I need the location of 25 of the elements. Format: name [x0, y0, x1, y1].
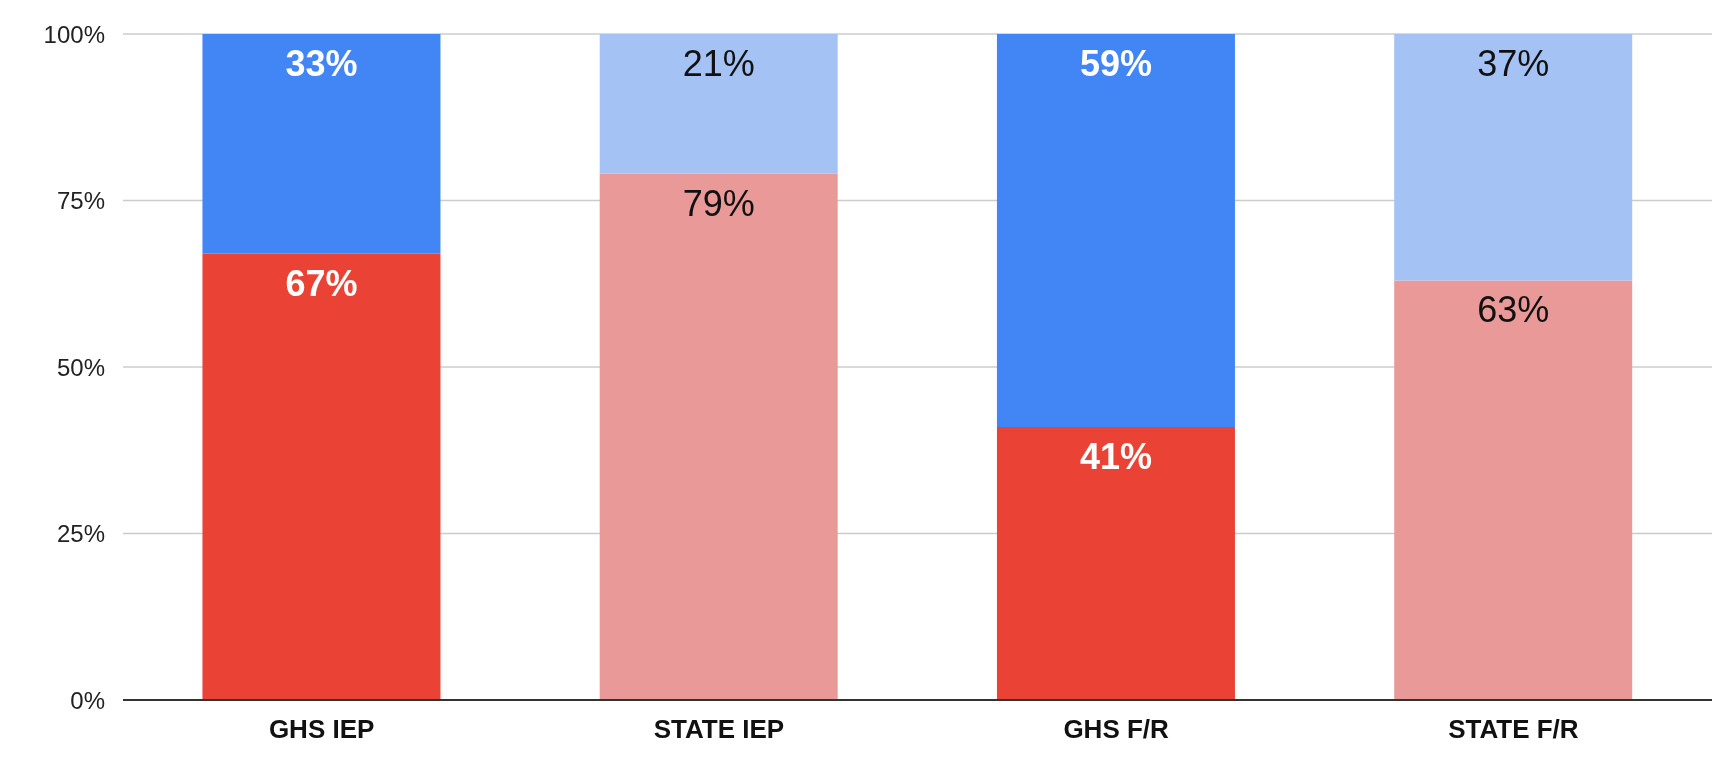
y-tick-label: 50%: [56, 353, 105, 381]
x-tick-label: GHS IEP: [268, 714, 375, 745]
y-tick-label: 25%: [56, 520, 105, 548]
data-label: 59%: [1079, 43, 1152, 84]
bar: [1394, 280, 1633, 700]
y-tick-label: 100%: [43, 20, 105, 48]
data-label: 79%: [682, 182, 755, 224]
y-tick-label: 75%: [56, 187, 105, 215]
data-label: 63%: [1477, 289, 1550, 331]
x-tick-label: GHS F/R: [1063, 714, 1170, 745]
data-label: 67%: [285, 262, 358, 304]
data-label: 33%: [285, 43, 358, 84]
bar: [599, 34, 838, 174]
bar: [202, 253, 441, 700]
bar: [996, 426, 1235, 700]
bar: [202, 34, 441, 254]
data-label: 21%: [682, 43, 755, 84]
data-label: 41%: [1079, 435, 1152, 477]
x-tick-label: STATE IEP: [653, 714, 785, 745]
bar: [1394, 34, 1633, 281]
bar: [599, 173, 838, 700]
x-tick-label: STATE F/R: [1448, 714, 1579, 745]
data-label: 37%: [1477, 43, 1550, 84]
bar: [996, 34, 1235, 427]
y-tick-label: 0%: [70, 686, 105, 714]
